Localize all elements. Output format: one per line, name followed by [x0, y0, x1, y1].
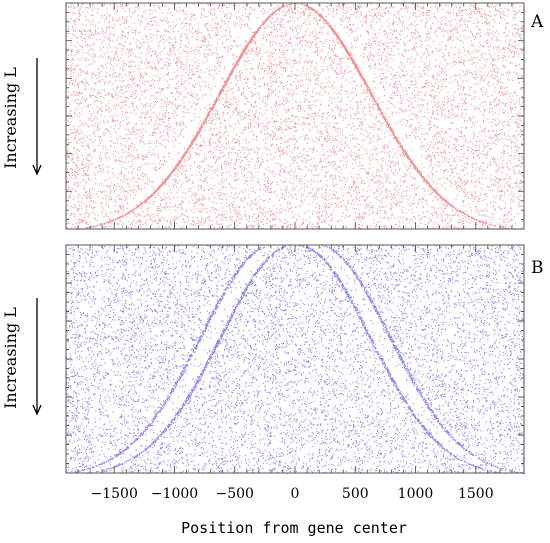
panel-b-ylabel: Increasing L — [1, 307, 20, 409]
scatter-points — [66, 3, 525, 231]
x-tick-label: 500 — [342, 486, 369, 502]
panel-b-scatter-dots — [66, 245, 526, 475]
x-tick-label: −1000 — [151, 486, 198, 502]
tick-marks — [66, 244, 524, 474]
panel-a-ticks — [66, 2, 524, 230]
panel-b: B Increasing L — [1, 244, 544, 475]
x-tick-label: 1500 — [458, 486, 494, 502]
panel-a: A Increasing L — [1, 2, 544, 231]
panel-b-letter: B — [531, 258, 544, 278]
x-tick-label: −1500 — [91, 486, 138, 502]
x-tick-label: −500 — [215, 486, 253, 502]
tick-marks — [66, 2, 524, 230]
panel-a-down-arrow — [32, 58, 42, 176]
panel-a-letter: A — [530, 12, 544, 32]
x-tick-label: 0 — [291, 486, 300, 502]
x-axis-label: Position from gene center — [181, 519, 407, 537]
panel-b-down-arrow — [32, 298, 42, 416]
panel-a-scatter-dots — [66, 3, 525, 231]
x-tick-label: 1000 — [398, 486, 434, 502]
scatter-points — [66, 245, 526, 475]
panel-b-ticks — [66, 244, 524, 474]
panel-a-ylabel: Increasing L — [1, 67, 20, 169]
x-tick-labels: −1500 −1000 −500 0 500 1000 1500 — [91, 486, 494, 502]
